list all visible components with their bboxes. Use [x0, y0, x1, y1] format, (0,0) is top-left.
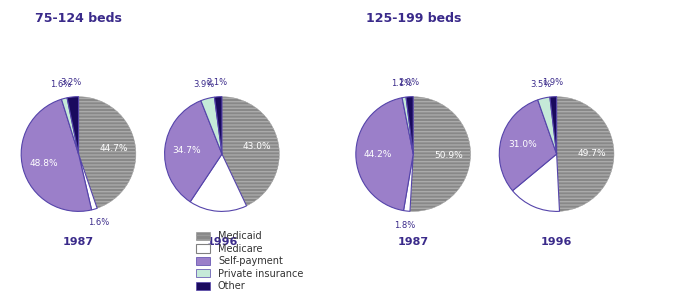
Text: 1996: 1996: [541, 237, 572, 247]
Text: 1.1%: 1.1%: [391, 79, 413, 88]
Text: 1.6%: 1.6%: [87, 218, 109, 228]
Text: 43.0%: 43.0%: [242, 142, 271, 151]
Wedge shape: [201, 97, 222, 154]
Wedge shape: [214, 97, 222, 154]
Legend: Medicaid, Medicare, Self-payment, Private insurance, Other: Medicaid, Medicare, Self-payment, Privat…: [193, 228, 306, 294]
Text: 50.9%: 50.9%: [434, 151, 463, 160]
Text: 3.5%: 3.5%: [530, 80, 551, 89]
Wedge shape: [165, 101, 222, 202]
Text: 3.2%: 3.2%: [61, 78, 82, 87]
Text: 44.2%: 44.2%: [363, 150, 392, 159]
Text: 44.7%: 44.7%: [100, 144, 128, 153]
Wedge shape: [21, 99, 92, 211]
Text: 2.0%: 2.0%: [398, 78, 419, 87]
Wedge shape: [61, 98, 79, 154]
Text: 2.1%: 2.1%: [207, 78, 228, 87]
Wedge shape: [190, 154, 247, 211]
Text: 34.7%: 34.7%: [172, 146, 201, 155]
Wedge shape: [356, 98, 413, 210]
Wedge shape: [410, 97, 471, 211]
Wedge shape: [79, 97, 136, 208]
Text: 31.0%: 31.0%: [508, 140, 537, 149]
Text: 1987: 1987: [63, 237, 94, 247]
Wedge shape: [222, 97, 279, 206]
Wedge shape: [499, 100, 557, 191]
Wedge shape: [79, 154, 97, 210]
Wedge shape: [512, 154, 559, 211]
Text: 1.6%: 1.6%: [50, 80, 71, 89]
Wedge shape: [557, 97, 614, 211]
Text: 49.7%: 49.7%: [578, 149, 607, 158]
Text: 3.9%: 3.9%: [193, 80, 214, 89]
Wedge shape: [404, 154, 413, 211]
Text: 125-199 beds: 125-199 beds: [365, 12, 461, 25]
Text: 75-124 beds: 75-124 beds: [35, 12, 122, 25]
Text: 48.8%: 48.8%: [30, 159, 59, 168]
Text: 1.9%: 1.9%: [542, 78, 563, 87]
Text: 16.4%: 16.4%: [205, 185, 234, 194]
Wedge shape: [538, 97, 557, 154]
Text: 1996: 1996: [206, 237, 238, 247]
Wedge shape: [402, 97, 413, 154]
Text: 14.9%: 14.9%: [528, 182, 557, 191]
Text: 1987: 1987: [398, 237, 429, 247]
Wedge shape: [550, 97, 557, 154]
Wedge shape: [406, 97, 413, 154]
Wedge shape: [67, 97, 79, 154]
Text: 1.8%: 1.8%: [395, 221, 416, 230]
